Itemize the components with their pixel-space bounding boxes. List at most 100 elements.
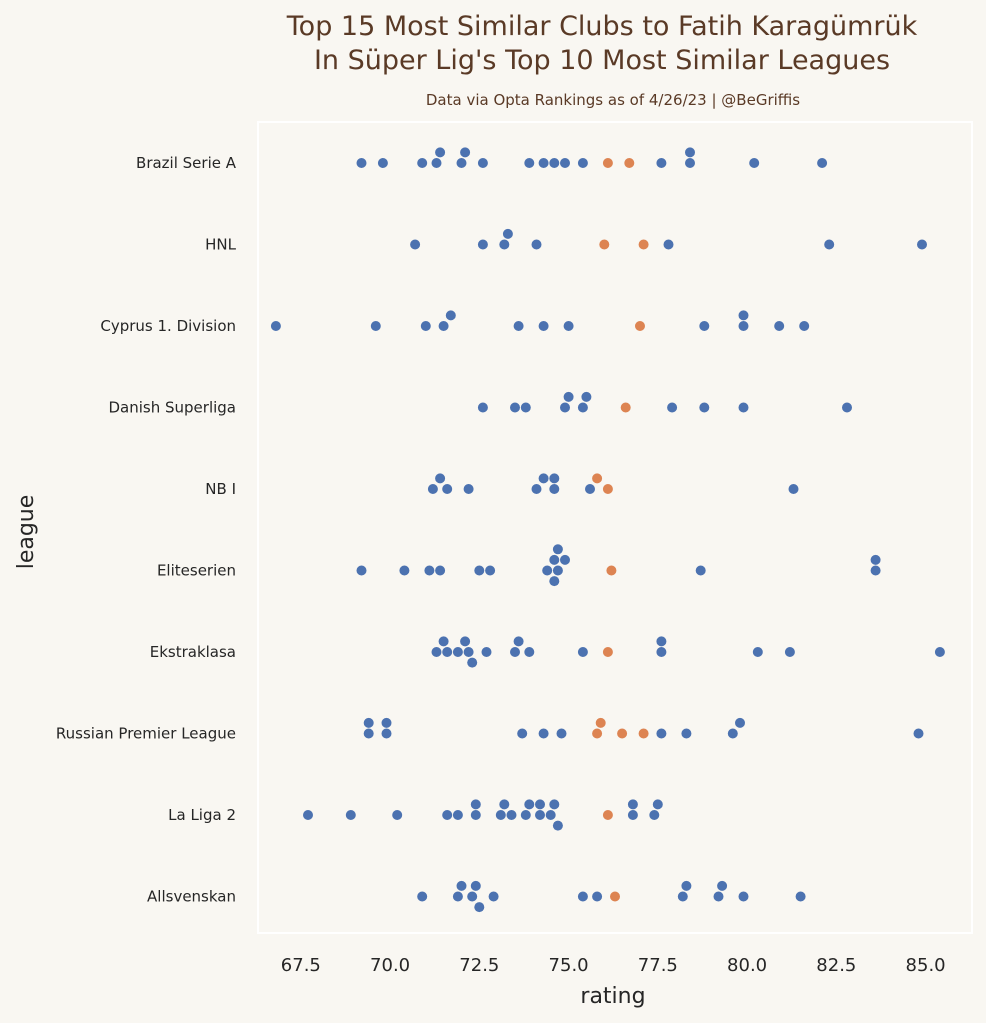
club-point (549, 484, 560, 494)
club-point (442, 810, 453, 820)
club-point (681, 728, 692, 739)
club-point (577, 891, 588, 902)
club-point (738, 321, 749, 331)
club-point (435, 565, 446, 576)
club-point (513, 321, 524, 331)
club-point (552, 565, 563, 576)
plot-area-frame (257, 121, 973, 934)
highlight-point (610, 891, 620, 902)
club-point (417, 891, 428, 902)
club-point (345, 810, 356, 820)
y-tick-label: Allsvenskan (147, 888, 236, 906)
club-point (535, 810, 545, 820)
club-point (513, 636, 524, 647)
club-point (456, 880, 467, 891)
club-point (452, 810, 463, 820)
highlight-point (592, 728, 603, 739)
club-point (442, 647, 453, 657)
club-point (585, 484, 595, 494)
club-point (420, 321, 431, 331)
club-point (460, 636, 471, 647)
club-point (685, 158, 695, 168)
club-point (445, 310, 456, 321)
club-point (699, 402, 710, 413)
club-point (424, 565, 435, 576)
club-point (438, 321, 449, 331)
club-point (738, 402, 749, 413)
club-point (474, 565, 485, 576)
club-point (481, 647, 492, 657)
club-point (510, 647, 520, 657)
highlight-point (602, 158, 613, 168)
highlight-point (592, 473, 603, 484)
club-point (695, 565, 706, 576)
highlight-point (606, 565, 617, 576)
club-point (499, 799, 510, 810)
club-point (727, 728, 738, 739)
y-tick-label: La Liga 2 (168, 806, 236, 824)
club-point (460, 147, 471, 158)
club-point (545, 810, 556, 820)
club-point (520, 402, 531, 413)
club-point (917, 239, 927, 250)
club-point (563, 321, 574, 331)
club-point (563, 391, 574, 402)
club-point (531, 239, 542, 250)
club-point (431, 647, 442, 657)
highlight-point (620, 402, 631, 413)
x-tick-label: 77.5 (638, 955, 678, 976)
club-point (795, 891, 806, 902)
highlight-point (602, 484, 613, 494)
club-point (417, 158, 428, 168)
club-point (524, 799, 535, 810)
club-point (681, 880, 692, 891)
club-point (677, 891, 688, 902)
club-point (370, 321, 381, 331)
x-tick-label: 82.5 (816, 955, 856, 976)
club-point (560, 402, 570, 413)
x-tick-label: 70.0 (370, 955, 410, 976)
club-point (524, 647, 535, 657)
club-point (549, 554, 560, 565)
club-point (520, 810, 531, 820)
club-point (467, 657, 478, 668)
club-point (774, 321, 785, 331)
club-point (538, 728, 549, 739)
club-point (381, 717, 392, 728)
club-point (363, 728, 374, 739)
club-point (410, 239, 421, 250)
highlight-point (595, 717, 606, 728)
club-point (474, 902, 485, 913)
x-tick-label: 85.0 (906, 955, 946, 976)
club-point (656, 636, 667, 647)
club-point (735, 717, 745, 728)
club-point (699, 321, 710, 331)
x-tick-label: 80.0 (727, 955, 767, 976)
club-point (788, 484, 799, 494)
club-point (799, 321, 810, 331)
club-point (495, 810, 506, 820)
club-point (577, 158, 588, 168)
club-point (913, 728, 924, 739)
club-point (399, 565, 410, 576)
club-point (842, 402, 852, 413)
club-point (549, 473, 560, 484)
x-tick-label: 72.5 (459, 955, 499, 976)
x-axis-tick-labels: 67.5 70.0 72.5 75.0 77.5 80.0 82.5 85.0 (281, 955, 946, 976)
club-point (560, 158, 570, 168)
highlight-point (599, 239, 610, 250)
club-point (303, 810, 313, 820)
chart-subtitle: Data via Opta Rankings as of 4/26/23 | @… (426, 91, 800, 109)
club-point (435, 147, 446, 158)
club-point (713, 891, 724, 902)
club-point (738, 310, 749, 321)
club-point (431, 158, 442, 168)
club-point (463, 647, 474, 657)
club-point (649, 810, 660, 820)
club-point (556, 728, 567, 739)
club-point (363, 717, 374, 728)
club-point (870, 565, 881, 576)
club-point (581, 391, 592, 402)
club-point (667, 402, 678, 413)
club-point (817, 158, 828, 168)
